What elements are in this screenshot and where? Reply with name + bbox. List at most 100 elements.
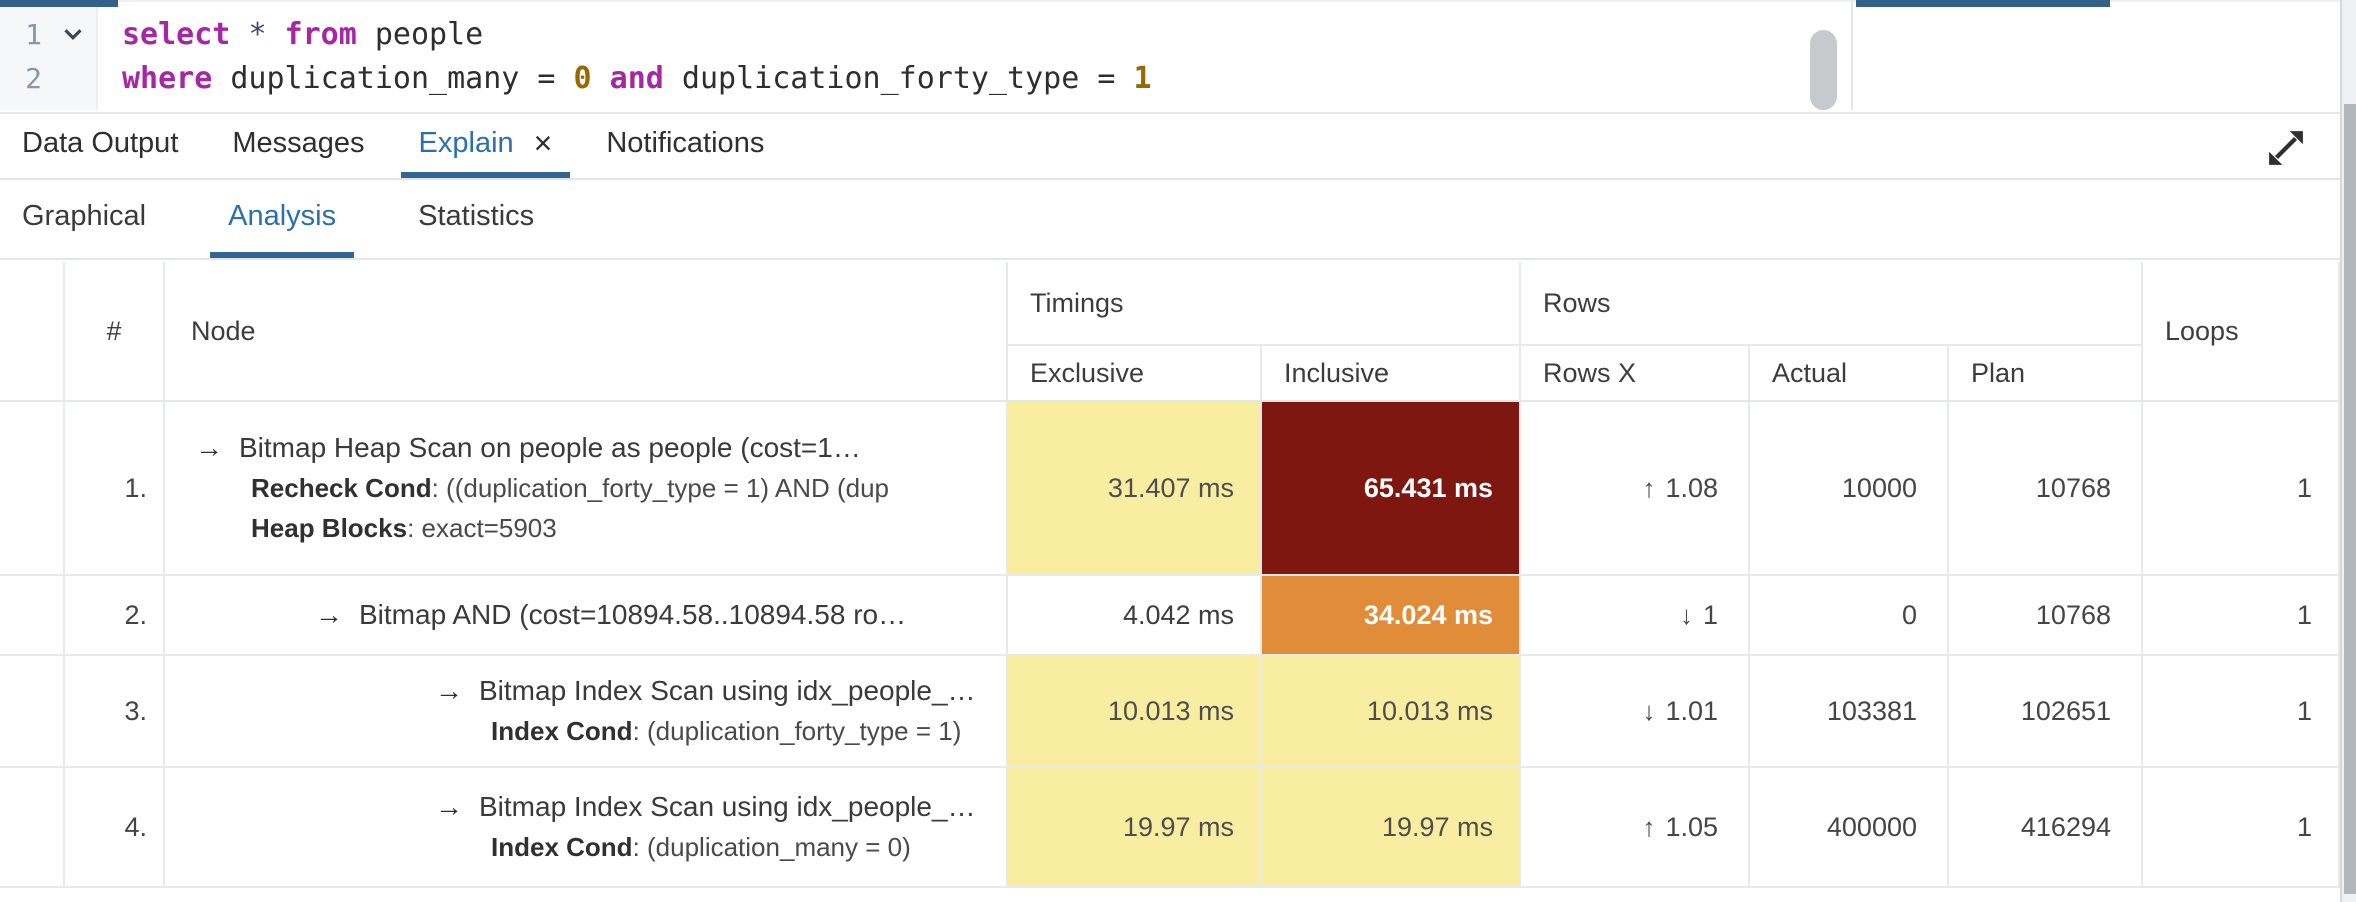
rows-x-value: 1.08 <box>1665 472 1718 503</box>
code-token: duplication_forty_type = <box>663 60 1134 96</box>
node-arrow-icon: → <box>195 432 223 463</box>
plan-rows-cell: 416294 <box>1949 768 2143 886</box>
row-number-cell: 1. <box>65 402 165 574</box>
node-detail-text: : (duplication_many = 0) <box>632 832 911 862</box>
plan-rows-cell: 10768 <box>1949 402 2143 574</box>
tab-label: Explain <box>418 126 514 159</box>
node-title-line: → Bitmap Index Scan using idx_people_… <box>435 791 1006 823</box>
node-title-text: Bitmap Index Scan using idx_people_… <box>479 675 976 706</box>
node-arrow-icon: → <box>315 599 343 630</box>
tab-messages[interactable]: Messages <box>214 114 382 178</box>
subtab-analysis[interactable]: Analysis <box>210 180 355 258</box>
node-cell: → Bitmap Index Scan using idx_people_… Ind… <box>165 768 1008 886</box>
actual-rows-cell: 103381 <box>1750 656 1949 766</box>
explain-analysis-table: # Node Timings Rows Loops Exclusive Incl… <box>0 262 2340 888</box>
node-detail-line: Heap Blocks: exact=5903 <box>251 513 1006 544</box>
tab-data-output[interactable]: Data Output <box>4 114 196 178</box>
top-edge-accent-left <box>0 0 118 7</box>
loops-cell: 1 <box>2143 656 2340 766</box>
actual-rows-cell: 10000 <box>1750 402 1949 574</box>
subtab-statistics[interactable]: Statistics <box>400 180 552 258</box>
node-arrow-icon: → <box>435 675 463 706</box>
expand-icon <box>2269 131 2303 165</box>
vertical-scrollbar[interactable] <box>2340 0 2356 902</box>
header-node: Node <box>165 262 1008 400</box>
exclusive-timing-cell: 31.407 ms <box>1008 402 1262 574</box>
node-detail-line: Index Cond: (duplication_many = 0) <box>491 832 1006 863</box>
code-token <box>267 17 285 52</box>
tab-notifications[interactable]: Notifications <box>588 114 782 178</box>
table-row: 1. → Bitmap Heap Scan on people as people … <box>0 402 2340 576</box>
result-tabs: Data Output Messages Explain × Notifications <box>0 114 2340 180</box>
code-token: 0 <box>573 60 592 96</box>
inclusive-timing-cell: 10.013 ms <box>1262 656 1521 766</box>
table-row: 2. → Bitmap AND (cost=10894.58..10894.58 r… <box>0 576 2340 656</box>
code-line: 2 where duplication_many = 0 and duplicat… <box>0 56 1800 100</box>
table-row: 4. → Bitmap Index Scan using idx_people_… I… <box>0 768 2340 888</box>
up-arrow-icon: ↑ <box>1642 472 1656 503</box>
node-detail-text: : exact=5903 <box>407 513 557 543</box>
subtab-label: Graphical <box>22 199 147 232</box>
node-detail-text: : ((duplication_forty_type = 1) AND (dup <box>431 473 890 503</box>
header-rows-x: Rows X <box>1521 346 1750 400</box>
expand-panel-button[interactable] <box>2266 128 2306 168</box>
header-actual: Actual <box>1750 346 1949 400</box>
exclusive-timing-cell: 4.042 ms <box>1008 576 1262 654</box>
row-number-cell: 3. <box>65 656 165 766</box>
rows-x-cell: ↑ 1.08 <box>1521 402 1750 574</box>
rows-x-value: 1 <box>1702 599 1718 630</box>
rows-x-cell: ↑ 1.05 <box>1521 768 1750 886</box>
header-spacer <box>0 262 65 400</box>
rows-x-value: 1.05 <box>1665 811 1718 842</box>
code-token: select <box>122 16 231 52</box>
row-spacer-cell <box>0 656 65 766</box>
fold-slot <box>48 27 98 42</box>
explain-table-body: 1. → Bitmap Heap Scan on people as people … <box>0 402 2340 888</box>
actual-rows-cell: 0 <box>1750 576 1949 654</box>
tab-label: Data Output <box>22 126 179 159</box>
node-cell: → Bitmap Index Scan using idx_people_… Ind… <box>165 656 1008 766</box>
row-spacer-cell <box>0 768 65 886</box>
subtab-label: Statistics <box>418 199 535 232</box>
node-detail-label: Index Cond <box>491 832 633 862</box>
node-title-text: Bitmap Heap Scan on people as people (co… <box>239 432 861 463</box>
node-detail-label: Recheck Cond <box>251 473 432 503</box>
sql-editor[interactable]: 1 select * from people 2 where duplication_… <box>0 2 1851 110</box>
header-plan: Plan <box>1949 346 2143 400</box>
exclusive-timing-cell: 10.013 ms <box>1008 656 1262 766</box>
subtab-graphical[interactable]: Graphical <box>4 180 164 258</box>
header-inclusive: Inclusive <box>1262 346 1521 400</box>
node-detail-line: Recheck Cond: ((duplication_forty_type =… <box>251 473 1006 504</box>
tab-label: Notifications <box>606 126 765 159</box>
node-arrow-icon: → <box>435 791 463 822</box>
code-fold-chevron-icon[interactable] <box>63 27 83 42</box>
header-timings-group: Timings <box>1008 262 1521 346</box>
inclusive-timing-cell: 19.97 ms <box>1262 768 1521 886</box>
code-text: where duplication_many = 0 and duplicati… <box>98 61 1152 96</box>
node-title-line: → Bitmap Heap Scan on people as people (c… <box>195 432 1006 464</box>
up-arrow-icon: ↑ <box>1642 811 1656 842</box>
plan-rows-cell: 10768 <box>1949 576 2143 654</box>
editor-scrollbar-thumb[interactable] <box>1810 30 1837 110</box>
code-token: duplication_many = <box>212 60 574 96</box>
node-title-text: Bitmap AND (cost=10894.58..10894.58 ro… <box>359 599 907 630</box>
tab-explain[interactable]: Explain × <box>400 114 571 178</box>
code-token: where <box>122 60 213 96</box>
explain-subtabs: Graphical Analysis Statistics <box>0 180 2340 260</box>
plan-rows-cell: 102651 <box>1949 656 2143 766</box>
table-row: 3. → Bitmap Index Scan using idx_people_… I… <box>0 656 2340 768</box>
header-rows-group: Rows <box>1521 262 2143 346</box>
sql-editor-row: 1 select * from people 2 where duplication_… <box>0 0 2340 114</box>
vertical-scrollbar-thumb[interactable] <box>2344 104 2356 894</box>
top-border <box>0 0 2340 2</box>
code-text: select * from people <box>98 17 483 52</box>
header-hash: # <box>65 262 165 400</box>
node-cell: → Bitmap Heap Scan on people as people (c… <box>165 402 1008 574</box>
code-token: 1 <box>1133 60 1152 96</box>
actual-rows-cell: 400000 <box>1750 768 1949 886</box>
loops-cell: 1 <box>2143 768 2340 886</box>
node-title-line: → Bitmap Index Scan using idx_people_… <box>435 675 1006 707</box>
code-token <box>592 61 610 96</box>
close-icon[interactable]: × <box>533 125 553 161</box>
